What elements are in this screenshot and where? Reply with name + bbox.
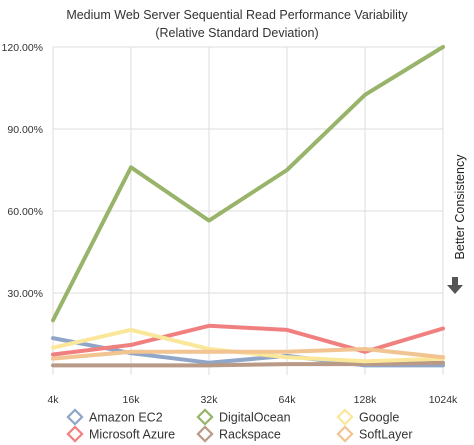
series-line-softlayer xyxy=(51,347,445,361)
x-tick-label: 128k xyxy=(354,394,378,406)
chart-subtitle: (Relative Standard Deviation) xyxy=(155,26,318,40)
x-axis-ticks: 4k 16k 32k 64k 128k 1024k xyxy=(47,394,458,406)
series-line-rackspace xyxy=(51,360,445,368)
better-consistency-annotation: Better Consistency xyxy=(447,154,467,294)
x-tick-label: 16k xyxy=(123,394,141,406)
gridlines xyxy=(52,46,444,375)
legend-label-softlayer: SoftLayer xyxy=(359,428,413,442)
y-tick-label: 90.00% xyxy=(7,124,43,136)
legend-label-rackspace: Rackspace xyxy=(219,428,281,442)
legend-marker-microsoft-azure xyxy=(66,425,84,443)
x-tick-label: 32k xyxy=(201,394,219,406)
y-tick-label: 30.00% xyxy=(7,288,43,300)
y-axis-ticks: 30.00% 60.00% 90.00% 120.00% xyxy=(2,42,43,300)
down-arrow-icon xyxy=(447,277,463,294)
legend-label-digitalocean: DigitalOcean xyxy=(219,411,291,425)
legend-marker-digitalocean xyxy=(196,408,214,426)
legend-marker-softlayer xyxy=(336,425,354,443)
legend-label-google: Google xyxy=(359,411,399,425)
legend-marker-google xyxy=(336,408,354,426)
chart-title: Medium Web Server Sequential Read Perfor… xyxy=(66,8,408,22)
better-consistency-label: Better Consistency xyxy=(453,154,467,260)
y-tick-label: 120.00% xyxy=(2,42,43,54)
legend-marker-amazon-ec2 xyxy=(66,408,84,426)
x-tick-label: 1024k xyxy=(429,394,458,406)
legend: Amazon EC2 Microsoft Azure DigitalOcean Rac… xyxy=(66,408,413,443)
y-tick-label: 60.00% xyxy=(7,206,43,218)
x-tick-label: 4k xyxy=(47,394,59,406)
legend-label-amazon-ec2: Amazon EC2 xyxy=(89,411,163,425)
legend-marker-rackspace xyxy=(196,425,214,443)
x-tick-label: 64k xyxy=(279,394,297,406)
legend-label-microsoft-azure: Microsoft Azure xyxy=(89,428,175,442)
series-line-microsoft-azure xyxy=(51,323,445,357)
series-line-digitalocean xyxy=(51,45,445,323)
series-lines xyxy=(51,45,445,368)
